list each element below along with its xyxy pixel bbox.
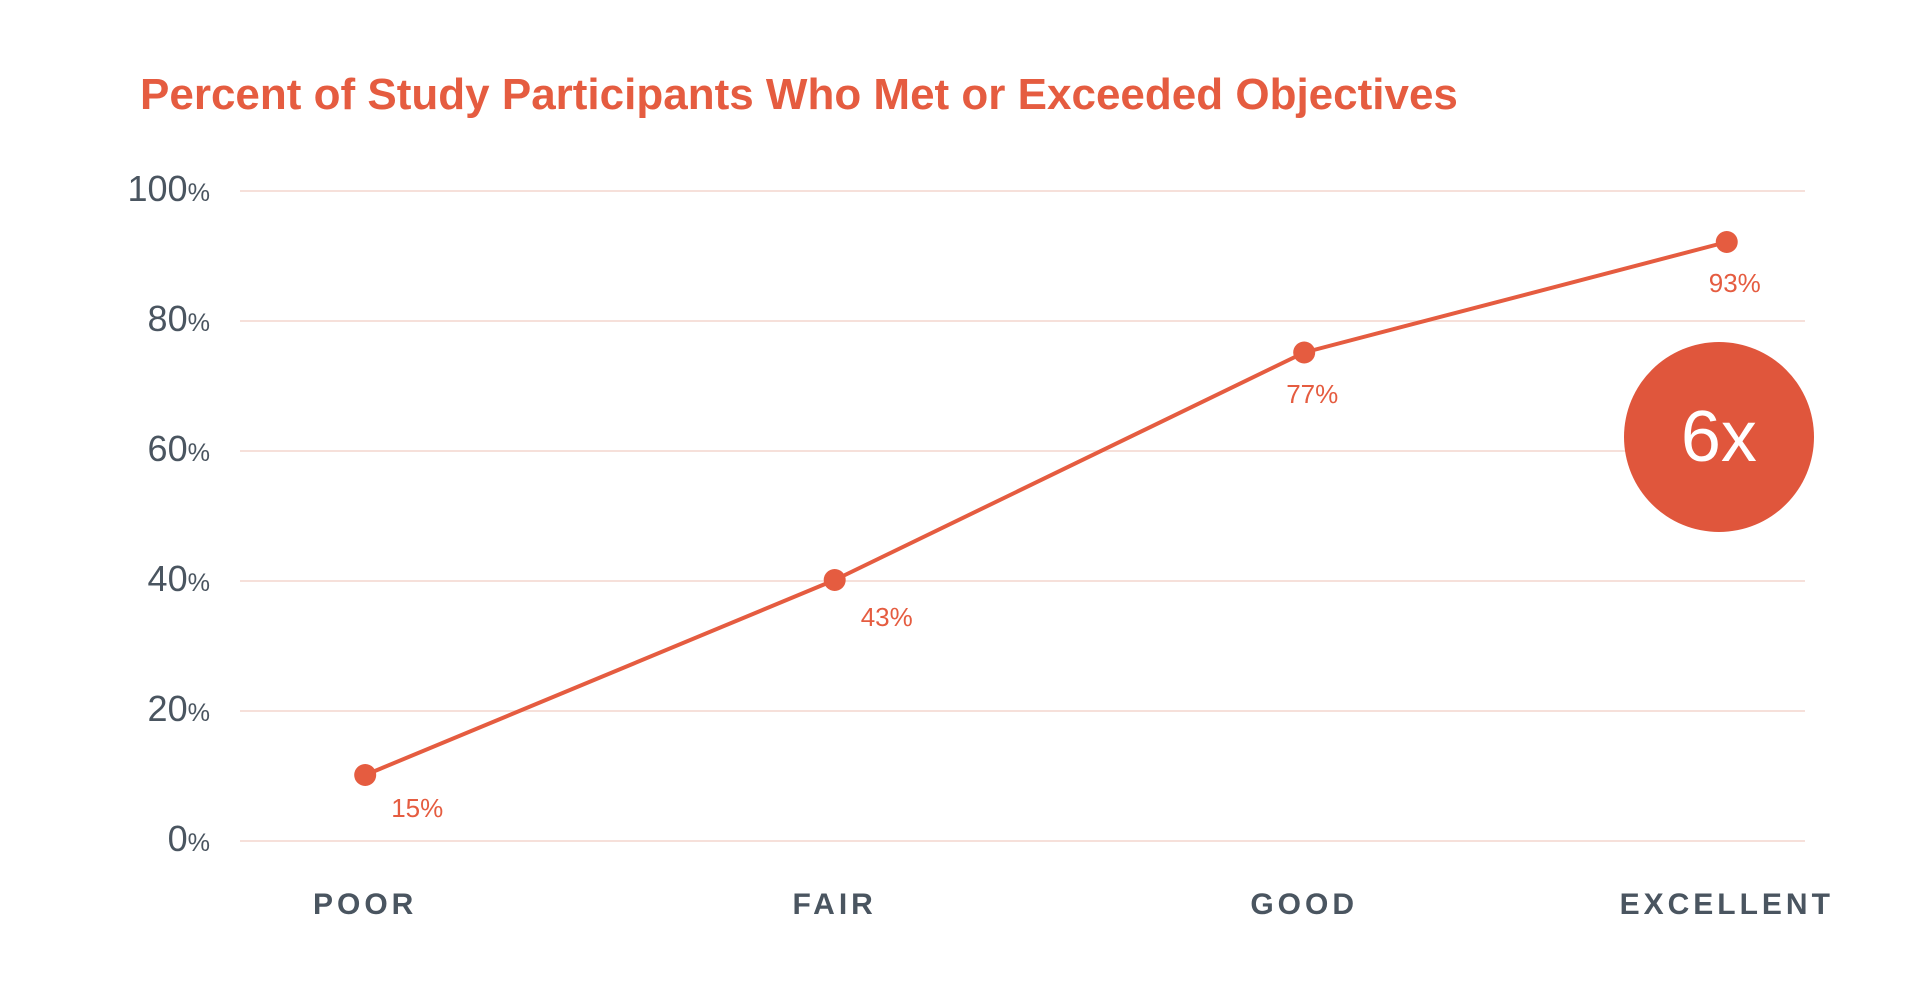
line-series (0, 0, 1920, 1000)
data-point (824, 569, 846, 591)
data-point (1293, 342, 1315, 364)
multiplier-badge: 6x (1624, 342, 1814, 532)
data-label: 77% (1286, 379, 1338, 410)
data-point (1716, 231, 1738, 253)
data-label: 93% (1709, 268, 1761, 299)
data-label: 43% (861, 602, 913, 633)
data-point (354, 764, 376, 786)
data-label: 15% (391, 793, 443, 824)
